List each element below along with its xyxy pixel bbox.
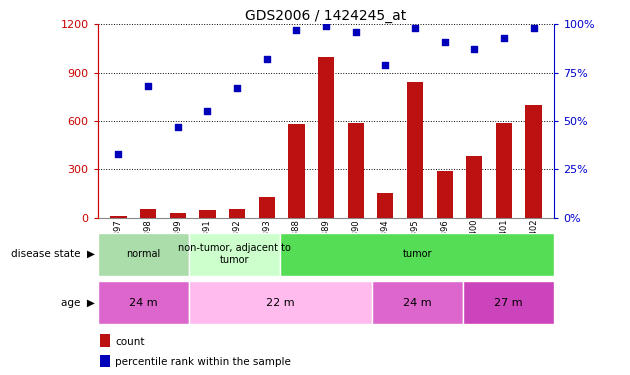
Bar xyxy=(110,216,127,217)
Title: GDS2006 / 1424245_at: GDS2006 / 1424245_at xyxy=(246,9,406,23)
Point xyxy=(291,27,301,33)
Bar xyxy=(98,281,189,324)
Point xyxy=(143,83,153,89)
Point xyxy=(202,108,212,114)
Bar xyxy=(199,210,215,218)
Point xyxy=(499,35,509,41)
Bar xyxy=(496,123,512,218)
Bar xyxy=(169,213,186,217)
Text: percentile rank within the sample: percentile rank within the sample xyxy=(115,357,291,367)
Point xyxy=(173,124,183,130)
Text: 22 m: 22 m xyxy=(266,298,295,308)
Text: tumor: tumor xyxy=(403,249,432,259)
Bar xyxy=(140,209,156,218)
Bar xyxy=(348,123,364,218)
Bar xyxy=(318,57,334,217)
Point xyxy=(321,23,331,29)
Point xyxy=(232,85,242,91)
Point xyxy=(440,39,450,45)
Bar xyxy=(280,232,554,276)
Bar xyxy=(288,124,304,218)
Bar xyxy=(189,281,372,324)
Bar xyxy=(466,156,483,218)
Text: 24 m: 24 m xyxy=(403,298,432,308)
Bar xyxy=(407,82,423,218)
Bar xyxy=(100,355,110,367)
Text: 24 m: 24 m xyxy=(129,298,158,308)
Point xyxy=(529,25,539,31)
Point xyxy=(261,56,272,62)
Bar xyxy=(100,334,110,346)
Text: normal: normal xyxy=(126,249,161,259)
Point xyxy=(351,29,361,35)
Bar xyxy=(258,196,275,217)
Point xyxy=(410,25,420,31)
Text: 27 m: 27 m xyxy=(495,298,523,308)
Bar xyxy=(525,105,542,218)
Point xyxy=(113,151,123,157)
Bar xyxy=(229,210,245,218)
Point xyxy=(381,62,391,68)
Bar xyxy=(377,192,394,217)
Point xyxy=(469,46,479,53)
Bar xyxy=(98,232,189,276)
Text: disease state  ▶: disease state ▶ xyxy=(11,249,95,259)
Bar xyxy=(189,232,280,276)
Bar xyxy=(437,171,453,217)
Text: count: count xyxy=(115,336,144,346)
Bar xyxy=(372,281,463,324)
Bar xyxy=(463,281,554,324)
Text: age  ▶: age ▶ xyxy=(62,298,95,308)
Text: non-tumor, adjacent to
tumor: non-tumor, adjacent to tumor xyxy=(178,243,291,265)
